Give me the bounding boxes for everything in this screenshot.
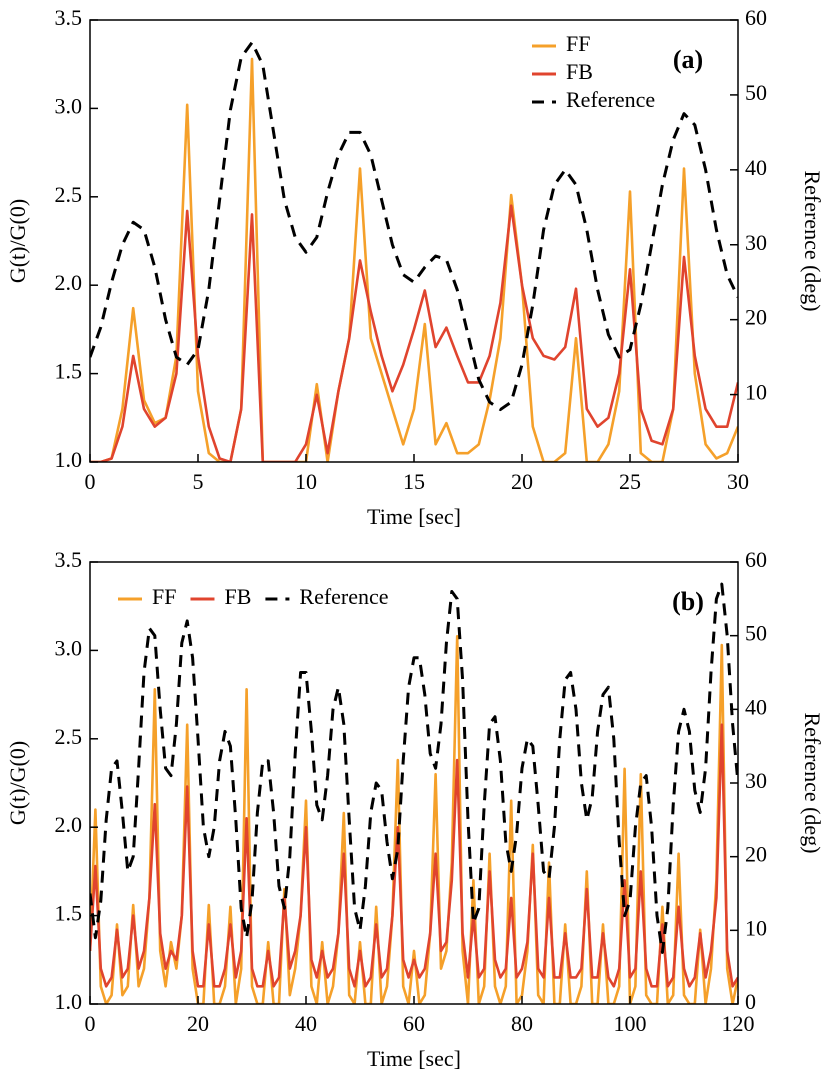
y-tick-label: 2.5 xyxy=(55,182,83,207)
y2-tick-label: 40 xyxy=(745,694,767,719)
panel-label: (a) xyxy=(673,45,703,74)
y2-tick-label: 10 xyxy=(745,380,767,405)
reference-line xyxy=(90,40,738,412)
y2-tick-label: 0 xyxy=(745,989,756,1014)
y2-axis-label: Reference (deg) xyxy=(800,170,825,311)
panel: 0 20 40 60 80 100 120 1.0 1.5 2.0 2.5 3.0 3.5 0 10 20 30… xyxy=(5,547,825,1071)
series-line xyxy=(90,57,738,462)
reference-line xyxy=(90,582,738,954)
y2-tick-label: 20 xyxy=(745,305,767,330)
y-tick-label: 1.5 xyxy=(55,359,83,384)
x-axis-label: Time [sec] xyxy=(367,1046,461,1071)
x-tick-label: 25 xyxy=(619,469,641,494)
x-tick-label: 15 xyxy=(403,469,425,494)
y2-tick-label: 30 xyxy=(745,230,767,255)
y2-tick-label: 30 xyxy=(745,768,767,793)
y2-tick-label: 60 xyxy=(745,547,767,572)
x-tick-label: 0 xyxy=(85,1011,96,1036)
x-tick-label: 100 xyxy=(614,1011,647,1036)
x-tick-label: 80 xyxy=(511,1011,533,1036)
x-tick-label: 40 xyxy=(295,1011,317,1036)
x-tick-label: 30 xyxy=(727,469,749,494)
y-axis-label: G(t)/G(0) xyxy=(5,199,30,283)
x-tick-label: 20 xyxy=(511,469,533,494)
y2-axis-label: Reference (deg) xyxy=(800,712,825,853)
series-line xyxy=(90,634,738,1004)
x-tick-label: 20 xyxy=(187,1011,209,1036)
x-axis-label: Time [sec] xyxy=(367,504,461,529)
y2-tick-label: 50 xyxy=(745,621,767,646)
y2-tick-label: 40 xyxy=(745,155,767,180)
y2-tick-label: 50 xyxy=(745,80,767,105)
series-line xyxy=(90,204,738,462)
y-tick-label: 3.5 xyxy=(55,5,83,30)
legend-label: FF xyxy=(152,584,176,609)
legend-label: FB xyxy=(566,59,593,84)
y-tick-label: 3.0 xyxy=(55,93,83,118)
y-axis-label: G(t)/G(0) xyxy=(5,741,30,825)
panel: 0 5 10 15 20 25 30 1.0 1.5 2.0 2.5 3.0 3.5 10 20 30 40 50… xyxy=(5,5,825,529)
y-tick-label: 3.0 xyxy=(55,635,83,660)
panel-label: (b) xyxy=(672,587,704,616)
y-tick-label: 1.5 xyxy=(55,901,83,926)
x-tick-label: 120 xyxy=(722,1011,755,1036)
y2-tick-label: 10 xyxy=(745,915,767,940)
y2-tick-label: 60 xyxy=(745,5,767,30)
legend-label: FB xyxy=(224,584,251,609)
series-line xyxy=(90,723,738,988)
legend-label: Reference xyxy=(299,584,388,609)
y-tick-label: 1.0 xyxy=(55,447,83,472)
y2-tick-label: 20 xyxy=(745,842,767,867)
y-tick-label: 2.0 xyxy=(55,812,83,837)
x-tick-label: 5 xyxy=(193,469,204,494)
y-tick-label: 2.5 xyxy=(55,724,83,749)
x-tick-label: 60 xyxy=(403,1011,425,1036)
legend-label: FF xyxy=(566,31,590,56)
x-tick-label: 0 xyxy=(85,469,96,494)
y-tick-label: 2.0 xyxy=(55,270,83,295)
y-tick-label: 3.5 xyxy=(55,547,83,572)
y-tick-label: 1.0 xyxy=(55,989,83,1014)
legend-label: Reference xyxy=(566,87,655,112)
x-tick-label: 10 xyxy=(295,469,317,494)
